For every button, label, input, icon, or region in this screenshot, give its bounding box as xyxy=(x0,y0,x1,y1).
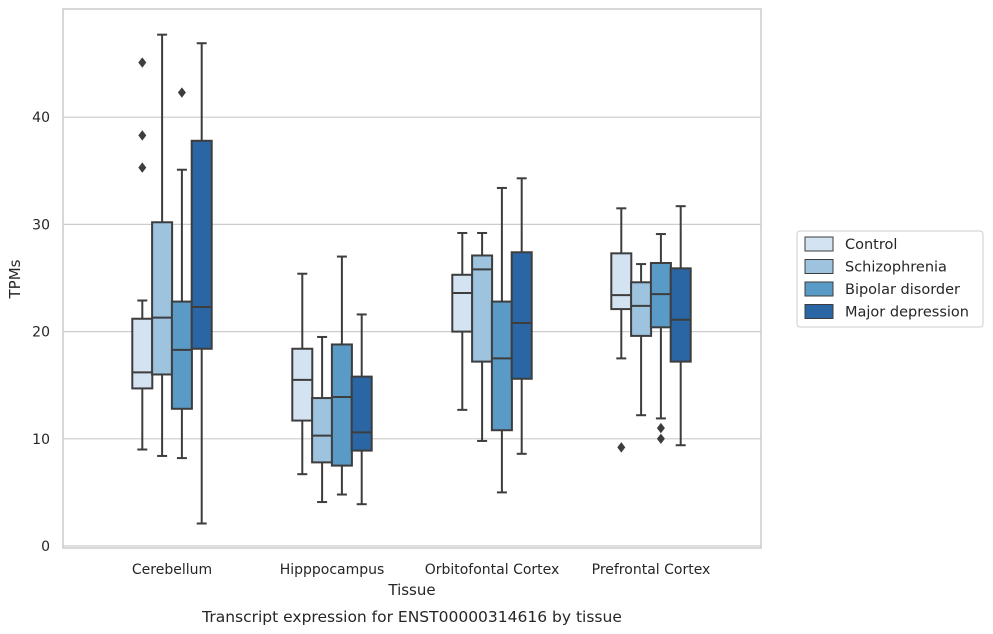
box-bipolar-disorder xyxy=(490,186,513,494)
y-tick-label: 20 xyxy=(32,325,50,341)
box-bipolar-disorder xyxy=(649,233,672,444)
box-body xyxy=(170,300,193,410)
box-body xyxy=(330,343,353,467)
outlier-point xyxy=(138,57,147,68)
box-schizophrenia xyxy=(151,33,174,457)
y-tick-label: 30 xyxy=(32,217,50,233)
box-bipolar-disorder xyxy=(170,87,193,460)
box-schizophrenia xyxy=(630,263,653,417)
outlier-point xyxy=(177,87,186,98)
box-body xyxy=(131,317,154,390)
y-axis-label: TPMs xyxy=(6,259,24,299)
box-major-depression xyxy=(669,205,692,447)
box-body xyxy=(669,267,692,363)
box-body xyxy=(311,397,334,464)
legend-swatch xyxy=(804,281,834,297)
y-tick-label: 40 xyxy=(32,110,50,126)
y-tick-label: 0 xyxy=(41,539,50,555)
x-tick-label: Orbitofontal Cortex xyxy=(425,562,560,578)
box-body xyxy=(291,347,314,422)
figure-caption: Transcript expression for ENST0000031461… xyxy=(201,608,622,626)
x-axis-label: Tissue xyxy=(387,581,435,599)
legend-swatch xyxy=(804,304,834,319)
box-control xyxy=(451,231,474,411)
legend-label: Control xyxy=(845,237,897,253)
box-bipolar-disorder xyxy=(330,255,353,496)
box-control xyxy=(291,272,314,476)
outlier-point xyxy=(656,433,665,444)
legend: Control Schizophrenia Bipolar disorder Majo… xyxy=(796,230,984,328)
y-tick-labels: 0 10 20 30 40 xyxy=(32,110,50,555)
legend-label: Major depression xyxy=(845,305,969,321)
x-tick-label: Cerebellum xyxy=(132,562,212,578)
box-body xyxy=(490,300,513,432)
box-control xyxy=(610,207,633,453)
box-body xyxy=(451,273,474,333)
legend-items: Control Schizophrenia Bipolar disorder Majo… xyxy=(804,236,969,321)
y-tick-label: 10 xyxy=(32,432,50,448)
legend-swatch xyxy=(804,259,834,274)
legend-swatch xyxy=(804,236,834,252)
outlier-point xyxy=(138,162,147,173)
box-body xyxy=(350,375,373,452)
box-major-depression xyxy=(190,42,213,525)
box-control xyxy=(131,57,154,451)
box-body xyxy=(610,252,633,311)
x-tick-labels: Cerebellum Hipppocampus Orbitofontal Corte… xyxy=(132,562,710,578)
x-tick-label: Hipppocampus xyxy=(280,562,385,578)
box-body xyxy=(510,251,533,380)
box-major-depression xyxy=(350,313,373,506)
legend-label: Schizophrenia xyxy=(845,260,947,276)
legend-label: Bipolar disorder xyxy=(845,282,960,298)
plot-frame xyxy=(62,8,762,549)
box-body xyxy=(471,254,494,363)
box-body xyxy=(630,281,653,337)
outlier-point xyxy=(617,442,626,453)
legend-frame xyxy=(796,230,984,328)
x-tick-label: Prefrontal Cortex xyxy=(592,562,711,578)
box-body xyxy=(151,221,174,376)
box-body xyxy=(649,261,672,329)
outlier-point xyxy=(138,130,147,141)
box-body xyxy=(190,139,213,350)
box-major-depression xyxy=(510,177,533,455)
box-layer xyxy=(131,33,692,525)
outlier-point xyxy=(656,422,665,434)
